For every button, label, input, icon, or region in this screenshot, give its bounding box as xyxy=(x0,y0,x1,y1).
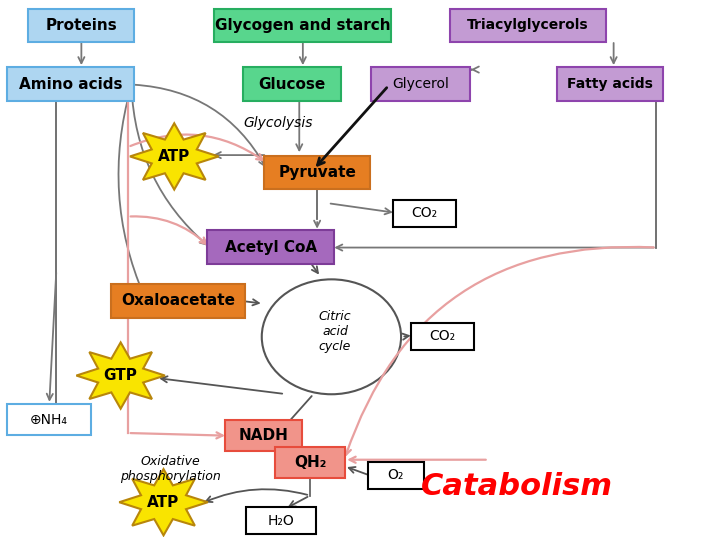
Text: GTP: GTP xyxy=(104,368,138,383)
Text: Glycerol: Glycerol xyxy=(392,77,449,91)
FancyBboxPatch shape xyxy=(215,9,392,42)
Text: Acetyl CoA: Acetyl CoA xyxy=(225,240,317,255)
Text: CO₂: CO₂ xyxy=(411,206,437,220)
Text: QH₂: QH₂ xyxy=(294,455,326,470)
FancyBboxPatch shape xyxy=(264,156,370,190)
Text: ATP: ATP xyxy=(158,149,190,164)
Text: Glycolysis: Glycolysis xyxy=(243,116,312,130)
FancyBboxPatch shape xyxy=(557,68,663,101)
Text: Pyruvate: Pyruvate xyxy=(278,165,356,180)
FancyBboxPatch shape xyxy=(7,68,134,101)
Text: Amino acids: Amino acids xyxy=(19,77,122,92)
FancyBboxPatch shape xyxy=(207,231,334,264)
Text: Fatty acids: Fatty acids xyxy=(567,77,653,91)
Text: Oxidative
phosphorylation: Oxidative phosphorylation xyxy=(120,455,221,483)
Text: Proteins: Proteins xyxy=(45,18,117,33)
Text: Oxaloacetate: Oxaloacetate xyxy=(121,293,235,308)
Text: CO₂: CO₂ xyxy=(429,329,455,343)
FancyBboxPatch shape xyxy=(368,462,423,489)
Text: H₂O: H₂O xyxy=(268,514,294,528)
FancyBboxPatch shape xyxy=(275,447,345,478)
Text: Glycogen and starch: Glycogen and starch xyxy=(215,18,391,33)
Text: O₂: O₂ xyxy=(387,468,404,482)
FancyBboxPatch shape xyxy=(111,284,245,318)
Text: ATP: ATP xyxy=(148,495,180,510)
Text: Catabolism: Catabolism xyxy=(421,472,613,501)
FancyBboxPatch shape xyxy=(7,404,91,435)
Text: Triacylglycerols: Triacylglycerols xyxy=(467,18,589,32)
Polygon shape xyxy=(120,469,208,535)
FancyBboxPatch shape xyxy=(243,68,341,101)
FancyBboxPatch shape xyxy=(393,200,456,227)
FancyBboxPatch shape xyxy=(225,420,302,451)
Text: Glucose: Glucose xyxy=(258,77,325,92)
FancyBboxPatch shape xyxy=(246,507,316,534)
Polygon shape xyxy=(76,342,165,409)
FancyBboxPatch shape xyxy=(410,323,474,349)
Text: ⊕NH₄: ⊕NH₄ xyxy=(30,413,68,427)
Polygon shape xyxy=(130,123,219,190)
FancyBboxPatch shape xyxy=(29,9,134,42)
Text: Citric
acid
cycle: Citric acid cycle xyxy=(319,310,351,353)
FancyBboxPatch shape xyxy=(450,9,606,42)
Text: NADH: NADH xyxy=(238,428,289,443)
FancyBboxPatch shape xyxy=(372,68,470,101)
